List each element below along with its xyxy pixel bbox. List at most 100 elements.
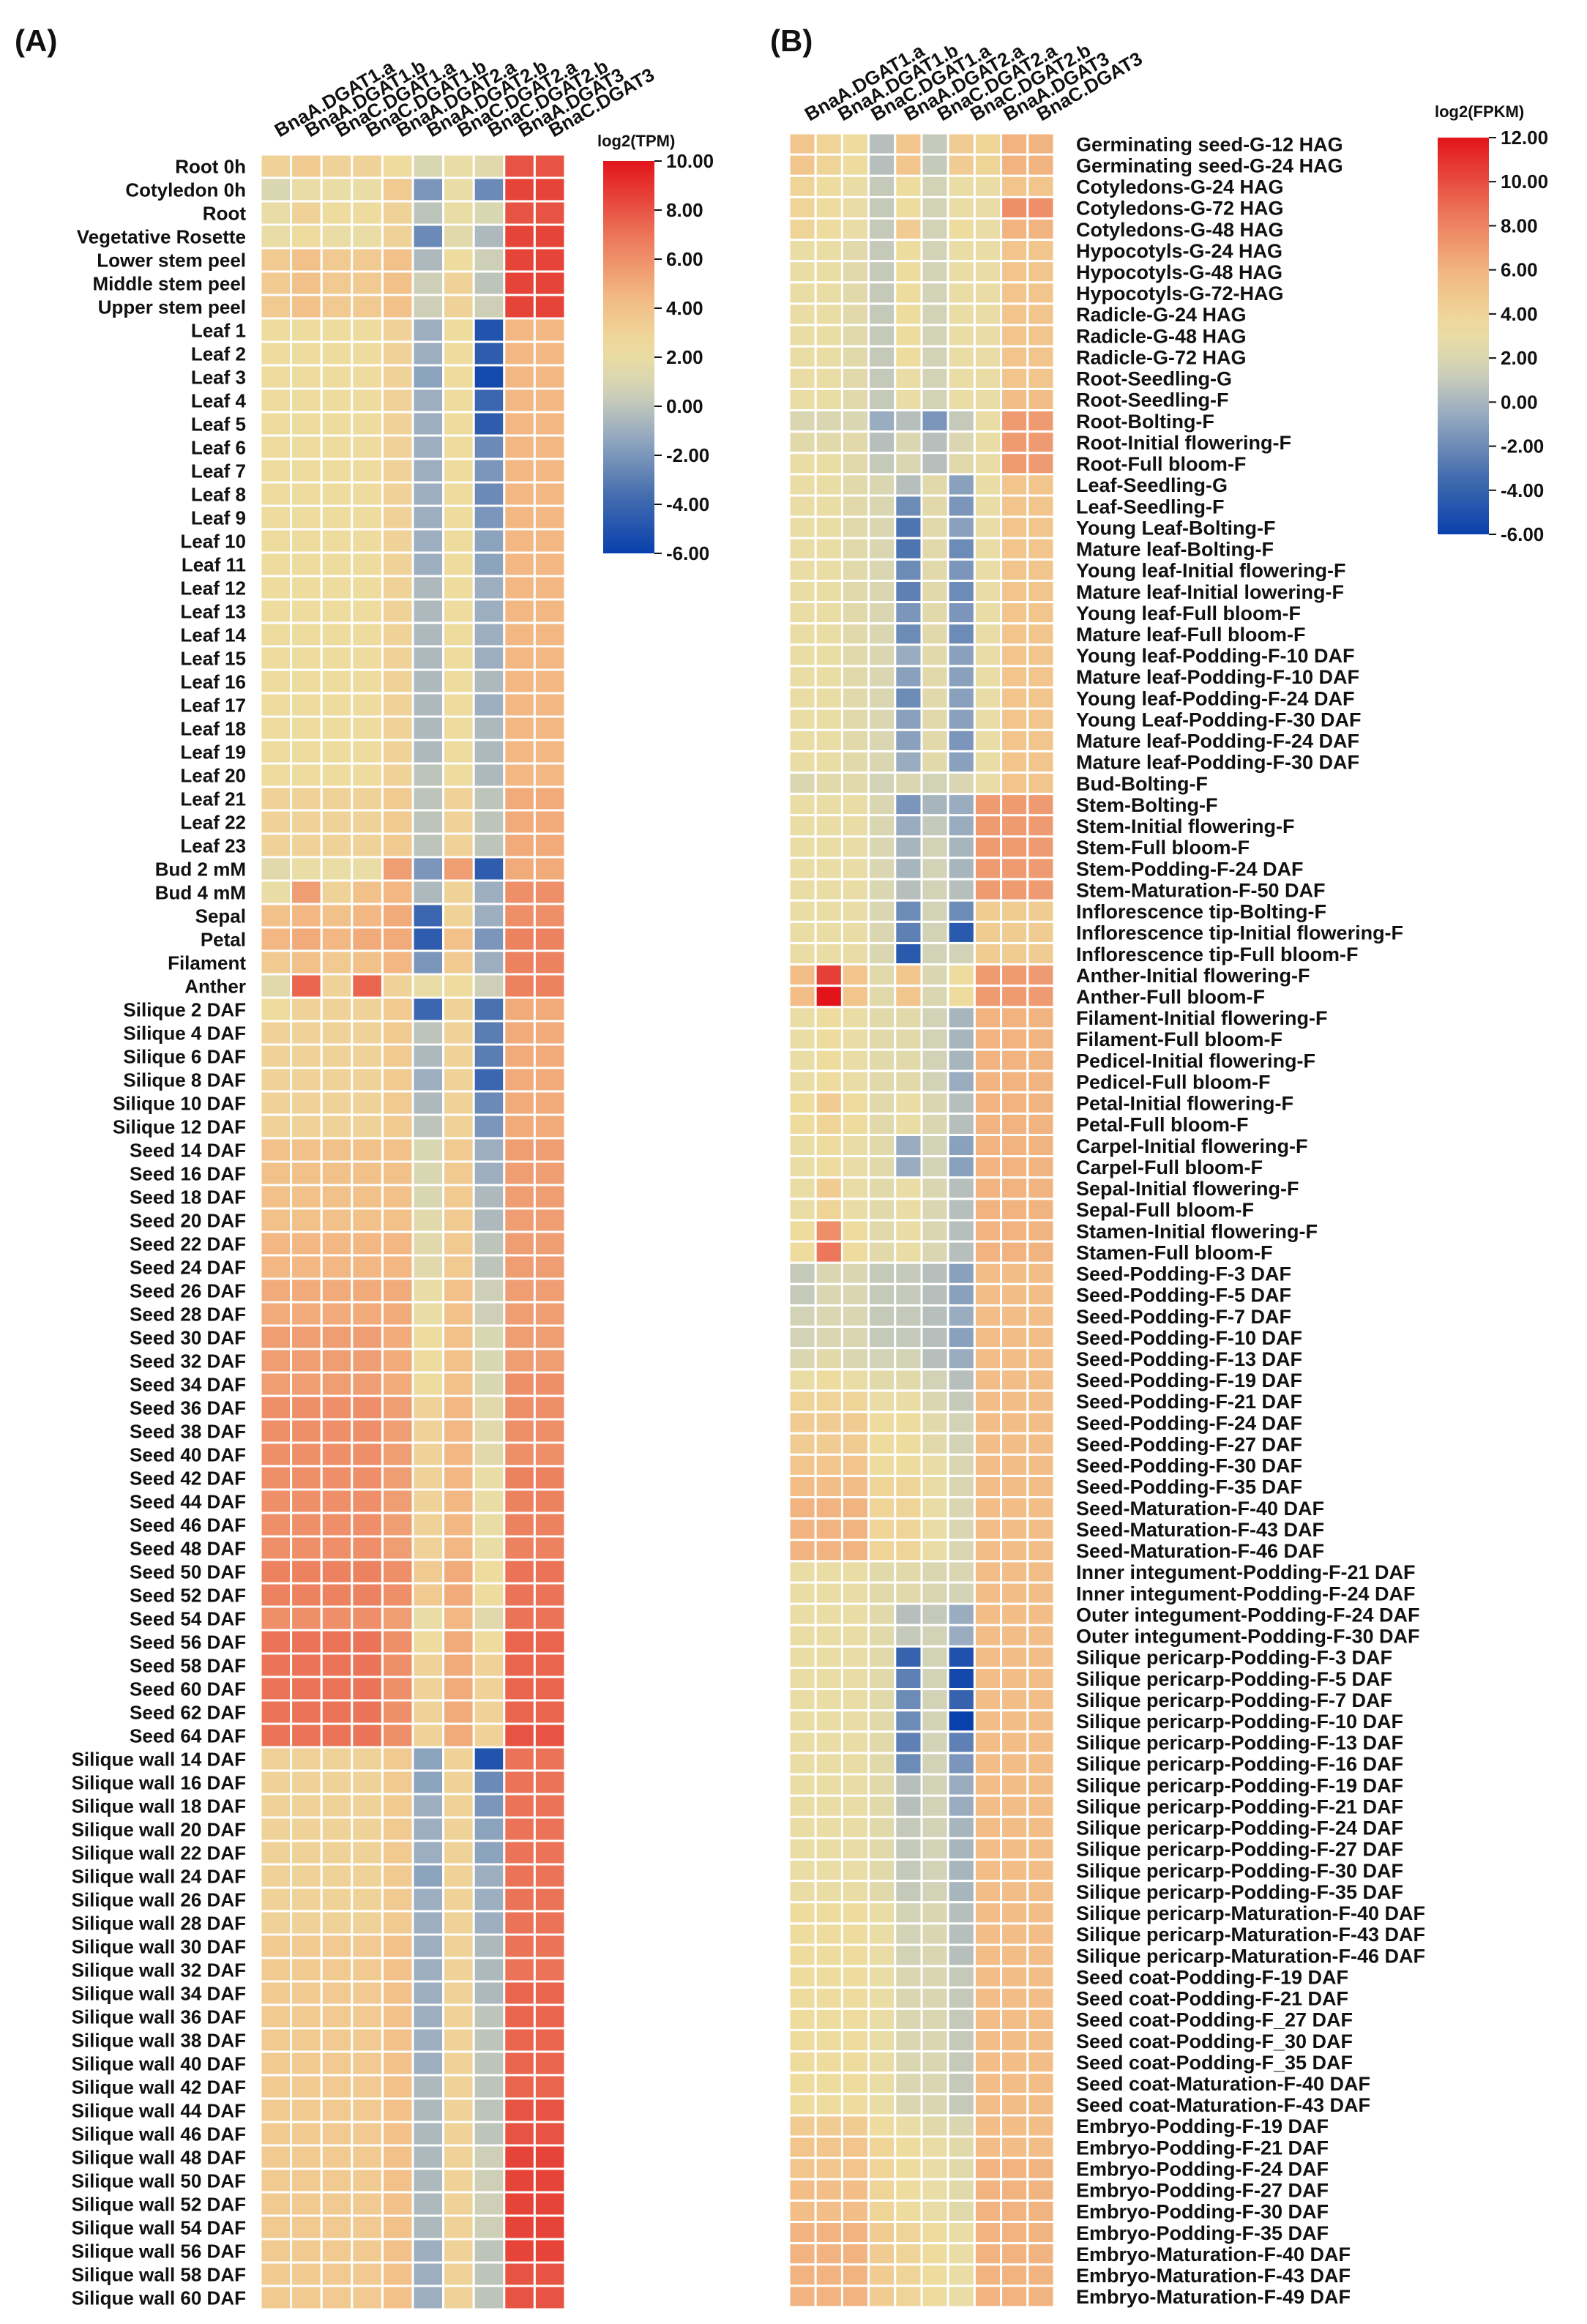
heatmap-cell — [381, 2238, 414, 2264]
heatmap-cell — [946, 1347, 976, 1371]
heatmap-cell — [946, 920, 976, 944]
heatmap-cell — [894, 2028, 923, 2053]
heatmap-cell — [894, 1411, 923, 1435]
heatmap-cell — [320, 223, 354, 250]
heatmap-cell — [788, 793, 817, 817]
heatmap-cell — [1026, 878, 1056, 902]
heatmap-cell — [840, 1006, 870, 1030]
heatmap-cell — [973, 622, 1003, 646]
heatmap-cell — [533, 294, 567, 320]
heatmap-cell — [788, 1943, 817, 1968]
row-label: Silique 8 DAF — [123, 1069, 246, 1091]
heatmap-cell — [920, 1453, 949, 1477]
heatmap-cell — [351, 317, 384, 343]
heatmap-cell — [1026, 793, 1056, 817]
heatmap-cell — [442, 1371, 475, 1397]
heatmap-cell — [533, 2261, 567, 2287]
colorbar-tick-label: 10.00 — [1501, 171, 1548, 193]
heatmap-cell — [814, 324, 843, 348]
heatmap-cell — [867, 2242, 897, 2266]
heatmap-cell — [411, 1043, 445, 1069]
heatmap-cell — [472, 1465, 506, 1491]
heatmap-cell — [788, 2007, 817, 2031]
heatmap-cell — [840, 1389, 870, 1413]
heatmap-cell — [259, 153, 293, 179]
heatmap-cell — [814, 2242, 843, 2266]
heatmap-cell — [533, 1137, 567, 1163]
heatmap-cell — [788, 1922, 817, 1946]
heatmap-cell — [259, 1301, 293, 1327]
heatmap-cell — [290, 856, 323, 882]
heatmap-cell — [840, 1112, 870, 1137]
colorbar-tick-label: 8.00 — [1501, 214, 1538, 236]
row-label: Silique wall 36 DAF — [72, 2006, 246, 2028]
heatmap-cell — [290, 176, 323, 203]
heatmap-cell — [814, 2028, 843, 2053]
row-label: Root 0h — [175, 155, 246, 177]
heatmap-cell — [351, 1933, 384, 1959]
heatmap-cell — [973, 2028, 1003, 2053]
heatmap-cell — [973, 1943, 1003, 1968]
heatmap-cell — [814, 2263, 843, 2287]
heatmap-cell — [259, 926, 293, 952]
heatmap-cell — [1000, 1006, 1029, 1030]
heatmap-cell — [411, 1394, 445, 1421]
heatmap-cell — [973, 665, 1003, 689]
heatmap-cell — [290, 2191, 323, 2217]
heatmap-cell — [814, 2135, 843, 2159]
heatmap-cell — [867, 1432, 897, 1456]
heatmap-cell — [973, 302, 1003, 326]
heatmap-cell — [1000, 686, 1029, 710]
heatmap-cell — [1026, 1922, 1056, 1946]
heatmap-cell — [973, 1496, 1003, 1520]
heatmap-cell — [946, 1837, 976, 1861]
heatmap-cell — [472, 481, 506, 507]
heatmap-cell — [259, 1699, 293, 1725]
heatmap-cell — [259, 1886, 293, 1913]
heatmap-cell — [1026, 601, 1056, 625]
heatmap-cell — [472, 200, 506, 226]
row-label: Germinating seed-G-12 HAG — [1076, 133, 1343, 155]
heatmap-cell — [1000, 132, 1029, 156]
heatmap-cell — [867, 1880, 897, 1904]
heatmap-cell — [503, 715, 536, 741]
heatmap-cell — [411, 1277, 445, 1304]
heatmap-cell — [472, 832, 506, 859]
heatmap-cell — [973, 1347, 1003, 1371]
heatmap-cell — [351, 2214, 384, 2241]
heatmap-cell — [320, 739, 354, 765]
heatmap-cell — [867, 665, 897, 689]
heatmap-cell — [814, 1965, 843, 1989]
heatmap-cell — [381, 1512, 414, 1538]
heatmap-cell — [472, 1746, 506, 1772]
heatmap-cell — [1000, 2263, 1029, 2287]
heatmap-cell — [411, 598, 445, 624]
heatmap-cell — [840, 515, 870, 539]
heatmap-cell — [920, 707, 949, 731]
heatmap-cell — [946, 1304, 976, 1329]
heatmap-cell — [259, 1324, 293, 1350]
heatmap-cell — [814, 2199, 843, 2224]
heatmap-cell — [411, 1933, 445, 1959]
heatmap-cell — [894, 1474, 923, 1499]
heatmap-cell — [381, 1793, 414, 1819]
heatmap-cell — [920, 728, 949, 752]
heatmap-cell — [867, 1091, 897, 1115]
heatmap-cell — [920, 537, 949, 561]
heatmap-cell — [1026, 1411, 1056, 1435]
heatmap-cell — [973, 515, 1003, 539]
heatmap-cell — [946, 1240, 976, 1264]
heatmap-cell — [788, 707, 817, 731]
heatmap-cell — [920, 1517, 949, 1542]
heatmap-cell — [320, 1957, 354, 1983]
heatmap-cell — [381, 1957, 414, 1983]
heatmap-cell — [472, 457, 506, 484]
heatmap-cell — [973, 1730, 1003, 1755]
heatmap-cell — [320, 364, 354, 390]
heatmap-cell — [503, 926, 536, 952]
heatmap-cell — [290, 785, 323, 812]
heatmap-cell — [503, 2144, 536, 2170]
heatmap-cell — [290, 1746, 323, 1772]
heatmap-cell — [920, 665, 949, 689]
heatmap-cell — [840, 814, 870, 838]
